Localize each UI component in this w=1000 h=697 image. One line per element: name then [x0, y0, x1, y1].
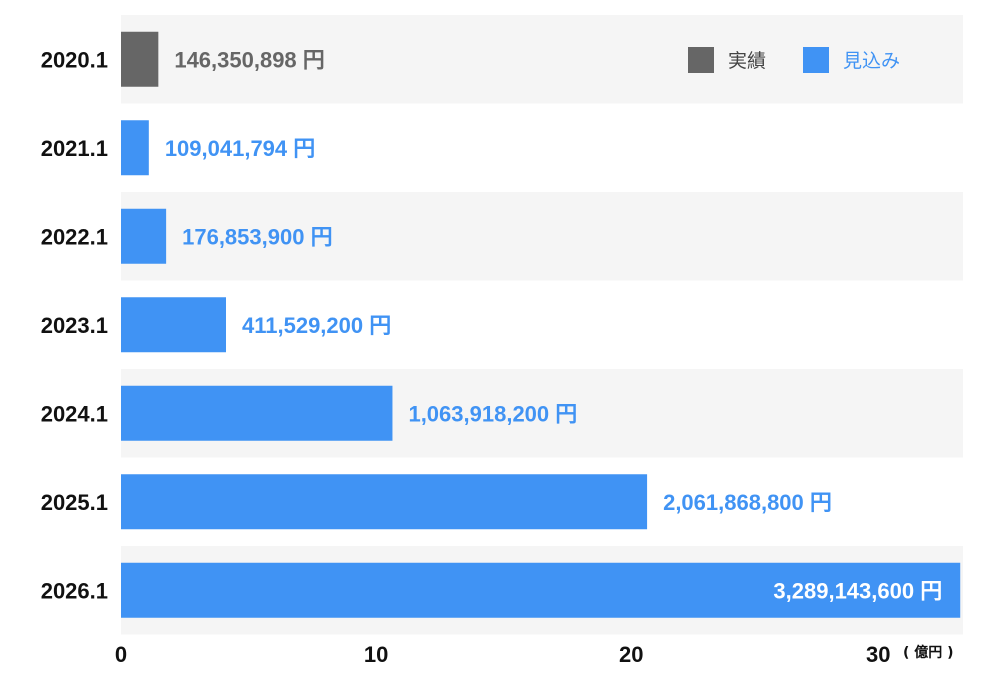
- row-bands: [121, 15, 963, 635]
- bar-2023.1: [121, 297, 227, 353]
- category-label: 2024.1: [41, 401, 108, 426]
- value-label: 2,061,868,800 円: [663, 490, 832, 515]
- category-labels: 2020.1 2021.1 2022.1 2023.1 2024.1 2025.1 2026…: [41, 47, 108, 603]
- x-axis-ticks: 0 10 20 30: [115, 642, 891, 667]
- value-label: 1,063,918,200 円: [408, 401, 577, 426]
- legend: 実績 見込み: [688, 47, 900, 73]
- value-label: 3,289,143,600 円: [773, 578, 942, 603]
- category-label: 2026.1: [41, 578, 108, 603]
- category-label: 2022.1: [41, 224, 108, 249]
- bar-2022.1: [121, 208, 167, 264]
- bar-2025.1: [121, 474, 648, 530]
- category-label: 2025.1: [41, 490, 108, 515]
- category-label: 2020.1: [41, 47, 108, 72]
- bar-2021.1: [121, 120, 149, 176]
- value-label: 109,041,794 円: [165, 136, 315, 161]
- bars: [121, 31, 961, 618]
- row-band: [121, 192, 963, 281]
- x-tick-label: 0: [115, 642, 127, 667]
- x-tick-label: 10: [364, 642, 388, 667]
- bar-2026.1: [121, 562, 961, 618]
- legend-label-forecast: 見込み: [843, 50, 900, 72]
- value-label: 411,529,200 円: [242, 313, 391, 338]
- value-label: 146,350,898 円: [174, 47, 324, 72]
- x-axis-unit-label: ( 億円 ): [903, 644, 954, 661]
- legend-swatch-actual: [688, 47, 714, 73]
- bar-2020.1: [121, 31, 159, 87]
- x-tick-label: 30: [866, 642, 890, 667]
- value-label: 176,853,900 円: [182, 224, 332, 249]
- bar-2024.1: [121, 385, 393, 441]
- category-label: 2023.1: [41, 313, 108, 338]
- legend-swatch-forecast: [803, 47, 829, 73]
- x-tick-label: 20: [619, 642, 643, 667]
- value-labels: 146,350,898 円 109,041,794 円 176,853,900 円 4…: [165, 47, 942, 603]
- legend-label-actual: 実績: [728, 50, 766, 72]
- category-label: 2021.1: [41, 136, 108, 161]
